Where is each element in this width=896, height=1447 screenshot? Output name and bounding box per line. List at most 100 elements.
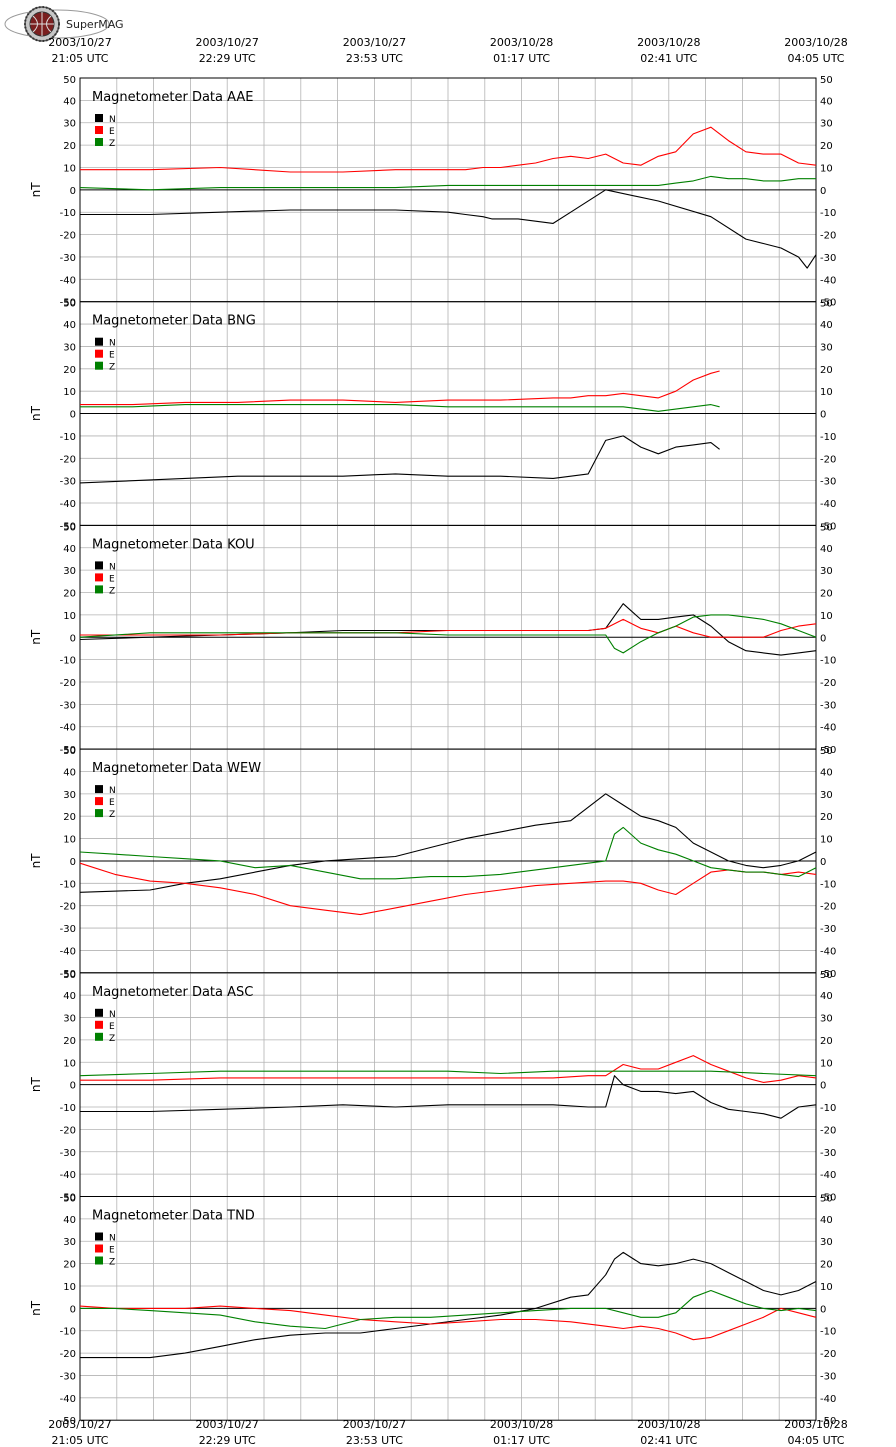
y-tick-label-right: -40 bbox=[820, 946, 836, 957]
panel-title: Magnetometer Data ASC bbox=[92, 985, 253, 1000]
bottom-date-label: 2003/10/27 bbox=[195, 1418, 258, 1431]
y-tick-label: -30 bbox=[60, 924, 76, 935]
y-tick-label-right: -50 bbox=[820, 969, 836, 980]
panel-3: 50 50 40 40 30 30 20 20 10 10 0 0 -10 -10 -20 -20 -30 -30… bbox=[29, 746, 836, 980]
y-tick-label: -50 bbox=[60, 521, 76, 532]
y-tick-label: 40 bbox=[63, 1215, 76, 1226]
bottom-time-label: 21:05 UTC bbox=[51, 1434, 108, 1447]
y-tick-label-right: 30 bbox=[820, 790, 833, 801]
legend-label: Z bbox=[109, 139, 115, 149]
y-tick-label-right: -10 bbox=[820, 1327, 836, 1338]
y-tick-label-right: 40 bbox=[820, 320, 833, 331]
y-tick-label-right: -50 bbox=[820, 745, 836, 756]
top-time-label: 23:53 UTC bbox=[346, 52, 403, 65]
y-tick-label: 50 bbox=[63, 746, 76, 757]
y-tick-label: -50 bbox=[60, 1416, 76, 1427]
bottom-date-label: 2003/10/28 bbox=[490, 1418, 553, 1431]
y-tick-label-right: -30 bbox=[820, 1371, 836, 1382]
y-tick-label-right: -10 bbox=[820, 656, 836, 667]
y-tick-label: 50 bbox=[63, 299, 76, 310]
y-tick-label: 40 bbox=[63, 544, 76, 555]
y-tick-label: 0 bbox=[70, 1304, 76, 1315]
y-tick-label-right: -40 bbox=[820, 723, 836, 734]
y-tick-label: -20 bbox=[60, 1125, 76, 1136]
y-tick-label-right: 10 bbox=[820, 611, 833, 622]
legend-swatch bbox=[95, 809, 103, 818]
y-tick-label-right: 50 bbox=[820, 75, 833, 86]
legend-swatch bbox=[95, 785, 103, 794]
y-tick-label-right: 0 bbox=[820, 186, 826, 197]
legend-swatch bbox=[95, 1256, 103, 1265]
y-tick-label: -50 bbox=[60, 298, 76, 309]
panel-4: 50 50 40 40 30 30 20 20 10 10 0 0 -10 -10 -20 -20 -30 -30… bbox=[29, 970, 836, 1204]
y-tick-label: -10 bbox=[60, 879, 76, 890]
y-tick-label-right: -30 bbox=[820, 253, 836, 264]
y-tick-label-right: -20 bbox=[820, 231, 836, 242]
y-tick-label: 10 bbox=[63, 1058, 76, 1069]
y-tick-label-right: -10 bbox=[820, 432, 836, 443]
legend-label: E bbox=[109, 127, 115, 137]
bottom-time-label: 01:17 UTC bbox=[493, 1434, 550, 1447]
y-tick-label: -30 bbox=[60, 1148, 76, 1159]
y-tick-label-right: -30 bbox=[820, 700, 836, 711]
legend-swatch bbox=[95, 573, 103, 582]
legend-swatch bbox=[95, 1020, 103, 1029]
y-tick-label-right: -10 bbox=[820, 1103, 836, 1114]
y-tick-label: 20 bbox=[63, 589, 76, 600]
top-date-label: 2003/10/28 bbox=[490, 36, 553, 49]
y-tick-label: 10 bbox=[63, 387, 76, 398]
top-time-label: 01:17 UTC bbox=[493, 52, 550, 65]
series-line-Z bbox=[80, 1289, 817, 1330]
y-tick-label: -50 bbox=[60, 745, 76, 756]
legend-label: N bbox=[109, 562, 116, 572]
y-tick-label-right: -40 bbox=[820, 499, 836, 510]
series-line-E bbox=[80, 1055, 817, 1083]
y-tick-label-right: 20 bbox=[820, 589, 833, 600]
y-tick-label-right: 10 bbox=[820, 163, 833, 174]
bottom-time-label: 22:29 UTC bbox=[199, 1434, 256, 1447]
legend-label: N bbox=[109, 1010, 116, 1020]
legend-swatch bbox=[95, 361, 103, 370]
brand-name: SuperMAG bbox=[66, 18, 124, 31]
panel-title: Magnetometer Data KOU bbox=[92, 537, 255, 552]
y-tick-label-right: 40 bbox=[820, 991, 833, 1002]
y-tick-label: -20 bbox=[60, 231, 76, 242]
y-tick-label-right: 50 bbox=[820, 1194, 833, 1205]
y-tick-label: 50 bbox=[63, 522, 76, 533]
y-tick-label-right: -10 bbox=[820, 879, 836, 890]
y-tick-label: -40 bbox=[60, 723, 76, 734]
bottom-date-label: 2003/10/27 bbox=[48, 1418, 111, 1431]
top-date-label: 2003/10/28 bbox=[784, 36, 847, 49]
y-tick-label: 10 bbox=[63, 163, 76, 174]
y-tick-label-right: 0 bbox=[820, 410, 826, 421]
legend-label: Z bbox=[109, 586, 115, 596]
y-tick-label: 30 bbox=[63, 119, 76, 130]
panel-2: 50 50 40 40 30 30 20 20 10 10 0 0 -10 -10 -20 -20 -30 -30… bbox=[29, 522, 836, 756]
series-line-Z bbox=[79, 175, 816, 191]
y-tick-label-right: -50 bbox=[820, 1193, 836, 1204]
y-tick-label: 20 bbox=[63, 812, 76, 823]
y-tick-label-right: -20 bbox=[820, 902, 836, 913]
y-tick-label: 50 bbox=[63, 1194, 76, 1205]
panel-0: 50 50 40 40 30 30 20 20 10 10 0 0 -10 -10 -20 -20 -30 -30… bbox=[29, 75, 836, 309]
y-tick-label: 10 bbox=[63, 1282, 76, 1293]
legend-label: Z bbox=[109, 810, 115, 820]
y-tick-label-right: 40 bbox=[820, 767, 833, 778]
bottom-date-label: 2003/10/27 bbox=[343, 1418, 406, 1431]
legend-label: Z bbox=[109, 363, 115, 373]
legend-swatch bbox=[95, 337, 103, 346]
y-tick-label: 50 bbox=[63, 75, 76, 86]
series-line-N bbox=[80, 189, 817, 269]
bottom-date-label: 2003/10/28 bbox=[637, 1418, 700, 1431]
y-tick-label: -30 bbox=[60, 253, 76, 264]
y-tick-label-right: -40 bbox=[820, 1394, 836, 1405]
series-line-E bbox=[79, 1305, 817, 1341]
legend-swatch bbox=[95, 349, 103, 358]
y-tick-label-right: 0 bbox=[820, 857, 826, 868]
y-tick-label-right: -30 bbox=[820, 477, 836, 488]
y-tick-label: 30 bbox=[63, 566, 76, 577]
y-tick-label: -20 bbox=[60, 678, 76, 689]
y-tick-label: -50 bbox=[60, 1193, 76, 1204]
y-tick-label: -10 bbox=[60, 1103, 76, 1114]
